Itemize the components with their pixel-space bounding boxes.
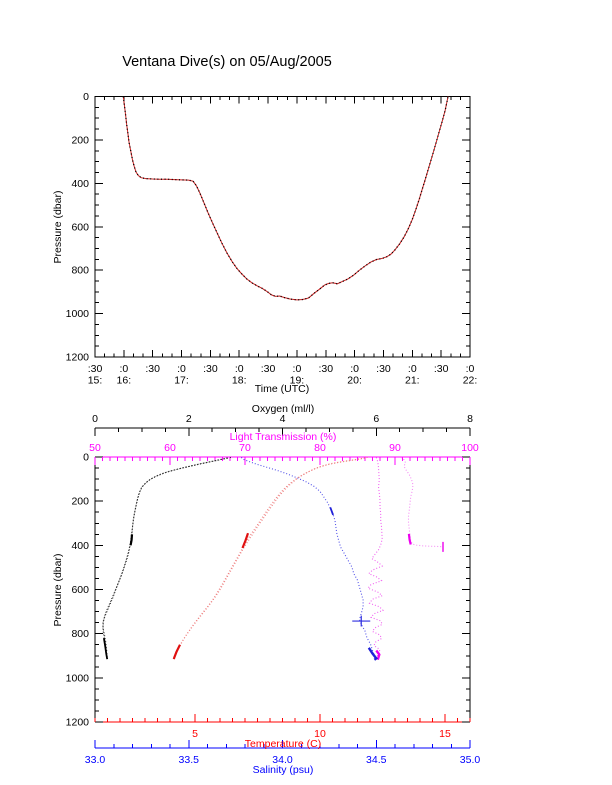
pressure-tick-label: 400 xyxy=(71,540,89,552)
top-plot-frame xyxy=(94,96,471,358)
salinity-tick-label: 33.5 xyxy=(179,754,200,766)
salinity-profile xyxy=(240,457,378,661)
top-yaxis-title: Pressure (dbar) xyxy=(52,191,64,264)
salinity-tick-label: 35.0 xyxy=(460,754,481,766)
light-transmission-axis-title: Light Transmission (%) xyxy=(230,431,337,443)
oxygen-downcast xyxy=(102,456,232,660)
light-transmission-deep xyxy=(367,457,384,660)
salinity-tick-label: 33.0 xyxy=(85,754,106,766)
light-tick-label: 100 xyxy=(461,442,479,454)
pressure-tick-label: 1200 xyxy=(66,717,90,729)
top-xaxis-title: Time (UTC) xyxy=(255,383,309,395)
pressure-tick-label: 1000 xyxy=(66,308,90,320)
time-minute-label: :0 xyxy=(119,363,128,375)
bottom-plot-y-labels: 0 200 400 600 800 1000 1200 xyxy=(66,452,90,729)
light-tick-label: 50 xyxy=(89,442,101,454)
pressure-tick-label: 800 xyxy=(71,628,89,640)
salinity-mid-segment xyxy=(329,507,334,516)
time-minute-label: :0 xyxy=(235,363,244,375)
pressure-tick-label: 800 xyxy=(71,265,89,277)
oxygen-tick-label: 0 xyxy=(92,413,98,425)
dive-profile-line xyxy=(122,96,449,301)
pressure-tick-label: 1000 xyxy=(66,672,90,684)
temperature-pause-segment xyxy=(241,532,250,549)
oxygen-pause-segment xyxy=(129,534,134,546)
oxygen-tick-label: 4 xyxy=(280,413,286,425)
pressure-tick-label: 1200 xyxy=(66,352,90,364)
salinity-bottom-segment xyxy=(367,647,379,661)
pressure-tick-label: 0 xyxy=(83,91,89,103)
temperature-tick-label: 5 xyxy=(192,728,198,740)
top-plot-y-labels: 0 200 400 600 800 1000 1200 xyxy=(66,91,90,364)
light-tick-label: 90 xyxy=(389,442,401,454)
time-minute-label: :30 xyxy=(145,363,160,375)
top-plot-box xyxy=(94,96,471,358)
oxygen-tick-label: 2 xyxy=(186,413,192,425)
time-hour-label: 20: xyxy=(347,375,362,387)
oxygen-tick-label: 8 xyxy=(467,413,473,425)
page-title: Ventana Dive(s) on 05/Aug/2005 xyxy=(122,54,332,70)
top-plot-x-labels: :3015::016::30:017::30:018::30:019::30:0… xyxy=(88,96,478,387)
temperature-axis-title: Temperature (C) xyxy=(245,738,321,750)
oxygen-bottom-segment xyxy=(103,637,109,660)
pressure-tick-label: 600 xyxy=(71,584,89,596)
time-minute-label: :30 xyxy=(318,363,333,375)
temperature-axis: 5 10 15 xyxy=(94,714,471,740)
oxygen-axis-title: Oxygen (ml/l) xyxy=(252,403,314,415)
temperature-downcast xyxy=(173,456,368,660)
time-hour-label: 15: xyxy=(88,375,103,387)
time-minute-label: :0 xyxy=(177,363,186,375)
bottom-plot-series xyxy=(102,456,444,661)
time-minute-label: :30 xyxy=(376,363,391,375)
bottom-plot-frame xyxy=(94,456,471,723)
time-hour-label: 19: xyxy=(290,375,305,387)
oxygen-upcast xyxy=(102,457,228,659)
time-minute-label: :0 xyxy=(293,363,302,375)
salinity-tick-label: 34.0 xyxy=(272,754,293,766)
time-minute-label: :0 xyxy=(408,363,417,375)
oxygen-axis: 0 2 4 6 8 xyxy=(92,413,473,436)
temperature-tick-label: 15 xyxy=(439,728,451,740)
dive-profile-dots xyxy=(122,96,449,301)
time-hour-label: 17: xyxy=(174,375,189,387)
oxygen-tick-label: 6 xyxy=(373,413,379,425)
time-minute-label: :30 xyxy=(261,363,276,375)
time-minute-label: :0 xyxy=(466,363,475,375)
pressure-tick-label: 400 xyxy=(71,178,89,190)
time-minute-label: :0 xyxy=(350,363,359,375)
light-bottom-segment xyxy=(375,649,381,661)
pressure-tick-label: 200 xyxy=(71,496,89,508)
light-transmission-upper xyxy=(400,456,444,548)
plot-render-layer: 020040060080010001200:3015::016::30:017:… xyxy=(66,91,481,766)
temperature-bottom-segment xyxy=(172,644,181,660)
salinity-tick-label: 34.5 xyxy=(366,754,387,766)
pressure-tick-label: 200 xyxy=(71,134,89,146)
light-axis: 50 60 70 80 90 100 xyxy=(89,442,479,465)
pressure-tick-label: 600 xyxy=(71,221,89,233)
time-minute-label: :30 xyxy=(434,363,449,375)
bottom-yaxis-title: Pressure (dbar) xyxy=(52,554,64,627)
temperature-tick-label: 10 xyxy=(314,728,326,740)
dive-profile-trace xyxy=(122,96,449,301)
time-minute-label: :30 xyxy=(88,363,103,375)
top-plot-y-ticks xyxy=(95,96,470,358)
top-plot-x-ticks xyxy=(94,96,471,357)
salinity-axis: 33.0 33.5 34.0 34.5 35.0 xyxy=(85,740,481,766)
bottom-plot-y-ticks xyxy=(95,456,470,723)
salinity-axis-title: Salinity (psu) xyxy=(253,764,314,776)
time-hour-label: 21: xyxy=(405,375,420,387)
time-hour-label: 18: xyxy=(232,375,247,387)
pressure-tick-label: 0 xyxy=(83,452,89,464)
light-tick-label: 70 xyxy=(239,442,251,454)
light-pause-segment xyxy=(407,533,412,545)
time-hour-label: 16: xyxy=(117,375,132,387)
bottom-plot-markers xyxy=(352,541,444,627)
light-tick-label: 60 xyxy=(164,442,176,454)
time-hour-label: 22: xyxy=(463,375,478,387)
temperature-upcast xyxy=(173,457,366,659)
light-tick-label: 80 xyxy=(314,442,326,454)
time-minute-label: :30 xyxy=(203,363,218,375)
